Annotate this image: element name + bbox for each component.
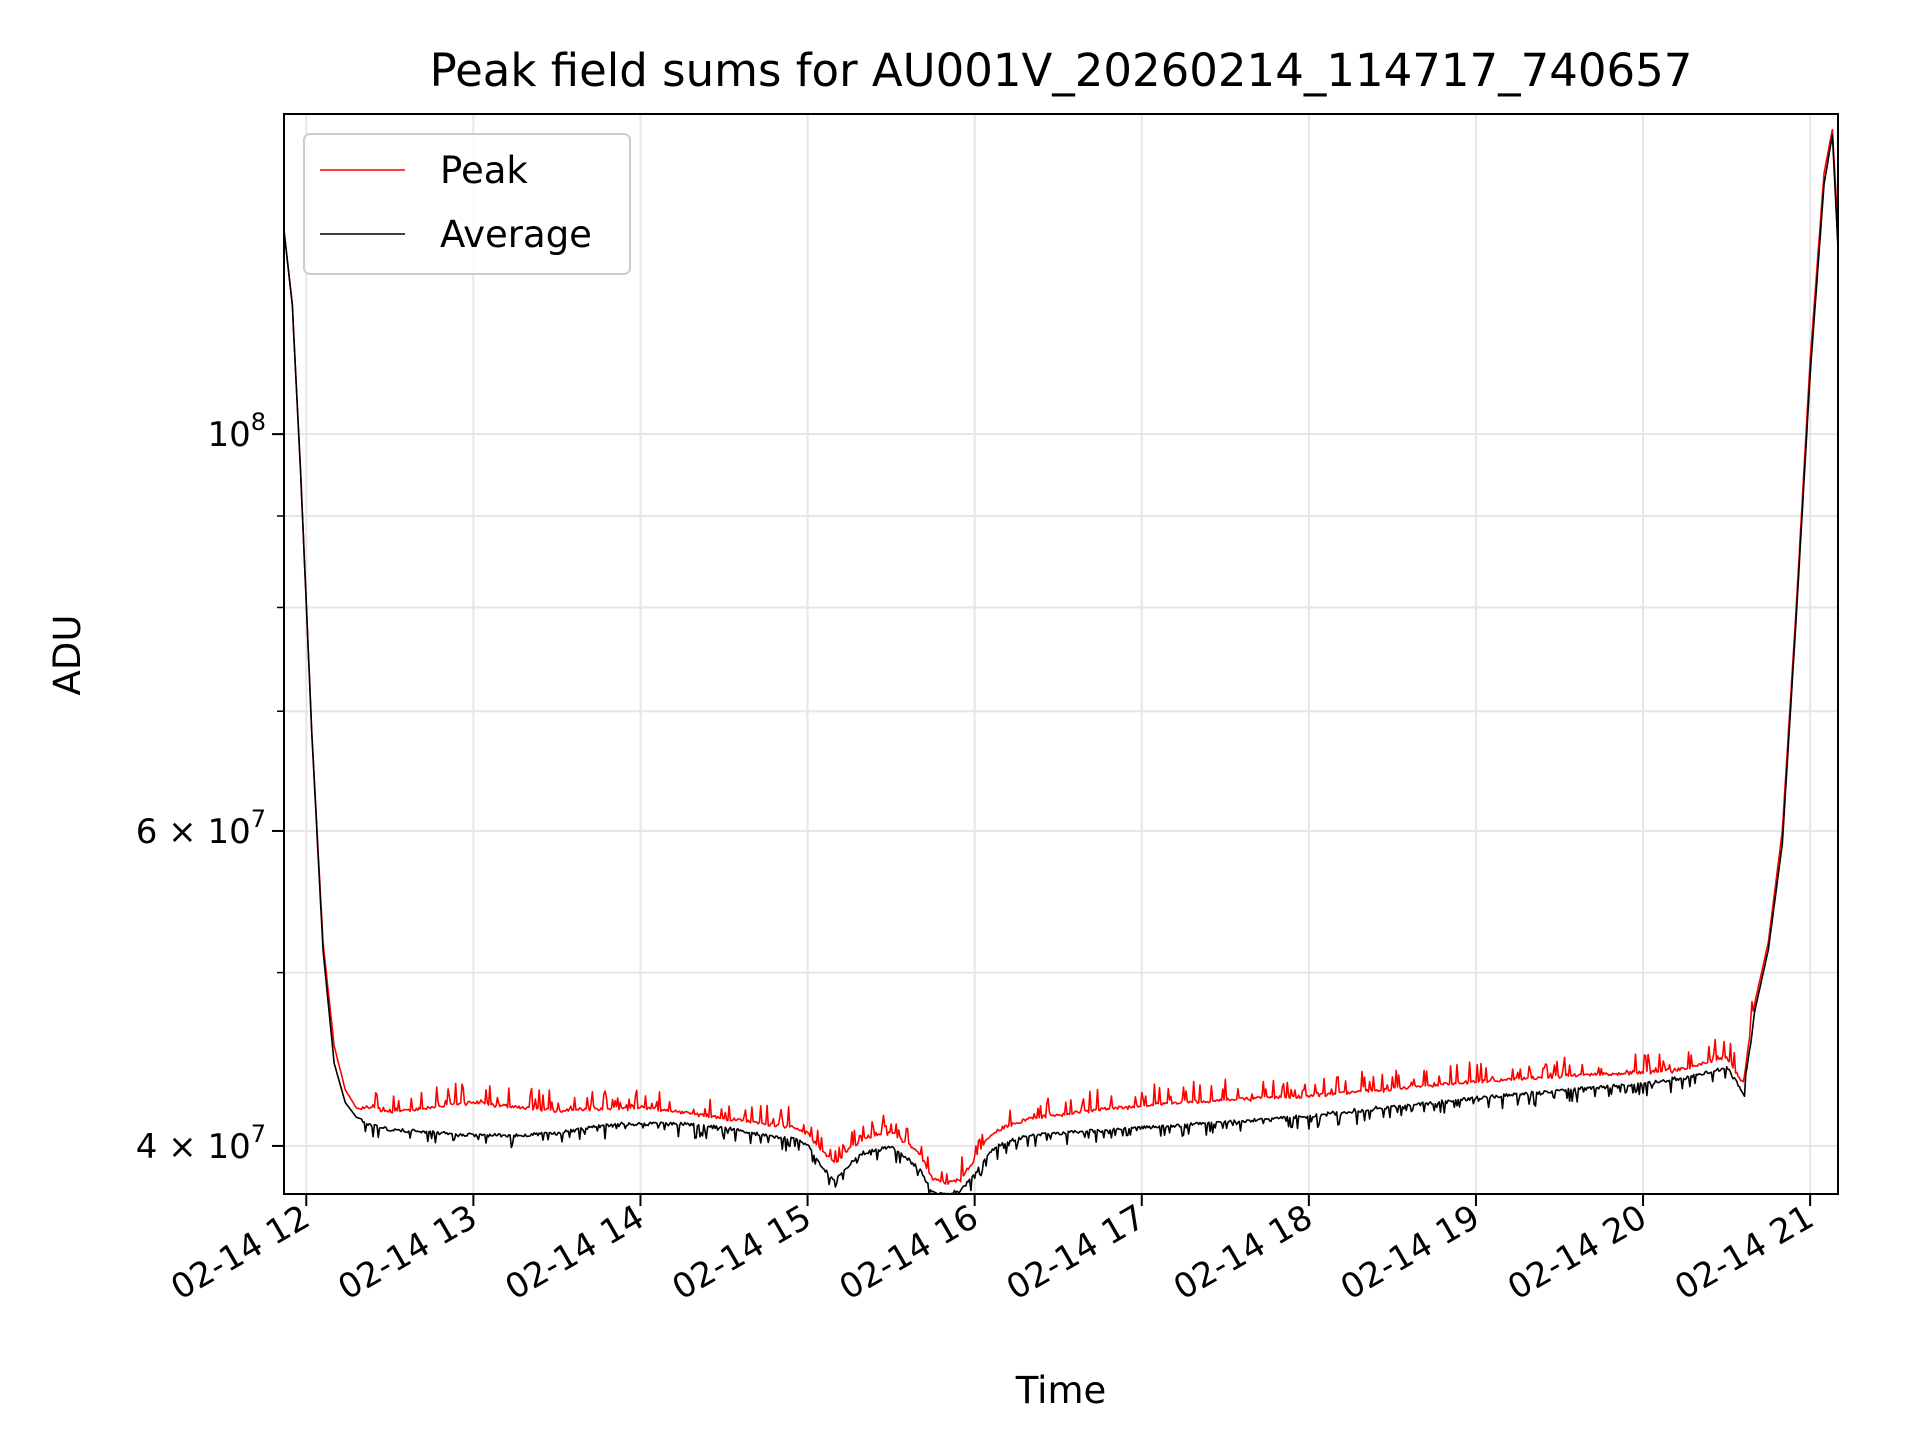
x-axis-label: Time xyxy=(1015,1369,1107,1412)
chart-title: Peak field sums for AU001V_20260214_1147… xyxy=(430,44,1693,97)
y-tick-label: 4 × 107 xyxy=(136,1120,266,1167)
y-tick-label: 108 xyxy=(207,408,266,455)
legend: Peak Average xyxy=(303,133,631,275)
legend-label-peak: Peak xyxy=(440,149,528,192)
series-line-average xyxy=(283,134,1839,1195)
legend-box xyxy=(303,133,631,275)
series-line-peak xyxy=(283,128,1839,1185)
grid-lines xyxy=(284,114,1838,1194)
legend-label-average: Average xyxy=(440,213,592,256)
y-axis-label: ADU xyxy=(46,615,89,696)
axes-frame xyxy=(283,113,1839,1195)
plot-area xyxy=(283,128,1839,1195)
y-tick-label: 6 × 107 xyxy=(136,805,266,852)
